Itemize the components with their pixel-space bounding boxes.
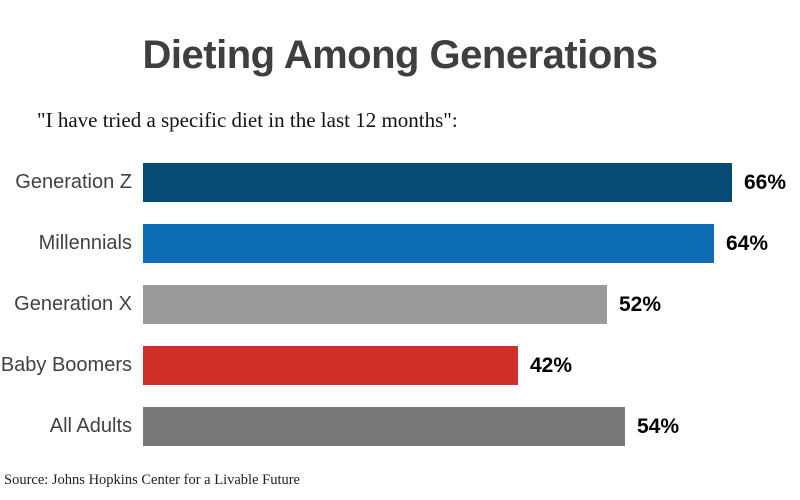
bar-category-label: Millennials — [38, 232, 132, 254]
bar — [143, 163, 732, 202]
bar-row: All Adults 54% — [0, 407, 800, 446]
bar-row: Generation X 52% — [0, 285, 800, 324]
bar-value-label: 54% — [637, 414, 680, 438]
bar — [143, 346, 518, 385]
bar-row: Baby Boomers 42% — [0, 346, 800, 385]
bar-value-label: 64% — [726, 231, 769, 255]
bar — [143, 407, 625, 446]
bar-value-label: 52% — [619, 292, 662, 316]
bar-category-label: Baby Boomers — [0, 354, 132, 376]
bar-row: Generation Z 66% — [0, 163, 800, 202]
bar — [143, 285, 607, 324]
chart-subtitle: "I have tried a specific diet in the las… — [37, 108, 458, 132]
bar-value-label: 66% — [744, 170, 787, 194]
bar-category-label: All Adults — [49, 415, 132, 437]
bar-value-label: 42% — [530, 353, 573, 377]
bar — [143, 224, 714, 263]
chart-title: Dieting Among Generations — [142, 33, 658, 77]
bar-chart: Generation Z 66% Millennials 64% Generation … — [0, 163, 800, 468]
bar-row: Millennials 64% — [0, 224, 800, 263]
source-note: Source: Johns Hopkins Center for a Livab… — [4, 472, 300, 488]
bar-category-label: Generation Z — [15, 171, 132, 193]
bar-category-label: Generation X — [14, 293, 132, 315]
